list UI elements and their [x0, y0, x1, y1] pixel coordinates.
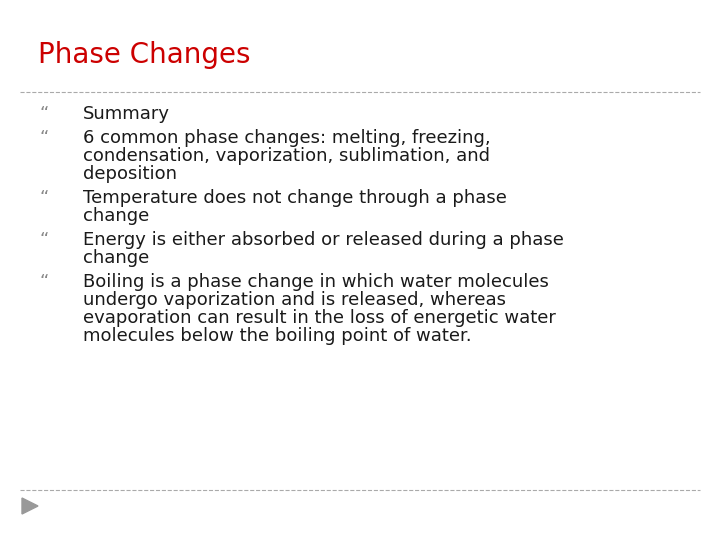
Text: Temperature does not change through a phase: Temperature does not change through a ph… [83, 189, 507, 207]
Text: Phase Changes: Phase Changes [38, 41, 251, 69]
Text: “: “ [40, 105, 49, 123]
Text: change: change [83, 249, 149, 267]
Text: 6 common phase changes: melting, freezing,: 6 common phase changes: melting, freezin… [83, 129, 490, 147]
Text: “: “ [40, 129, 49, 147]
Text: “: “ [40, 273, 49, 291]
Text: molecules below the boiling point of water.: molecules below the boiling point of wat… [83, 327, 472, 345]
Text: change: change [83, 207, 149, 225]
Text: Summary: Summary [83, 105, 170, 123]
Text: deposition: deposition [83, 165, 177, 183]
Text: undergo vaporization and is released, whereas: undergo vaporization and is released, wh… [83, 291, 505, 309]
Text: Boiling is a phase change in which water molecules: Boiling is a phase change in which water… [83, 273, 549, 291]
Text: Energy is either absorbed or released during a phase: Energy is either absorbed or released du… [83, 231, 564, 249]
Text: “: “ [40, 189, 49, 207]
Polygon shape [22, 498, 38, 514]
Text: “: “ [40, 231, 49, 249]
Text: condensation, vaporization, sublimation, and: condensation, vaporization, sublimation,… [83, 147, 490, 165]
Text: evaporation can result in the loss of energetic water: evaporation can result in the loss of en… [83, 309, 556, 327]
